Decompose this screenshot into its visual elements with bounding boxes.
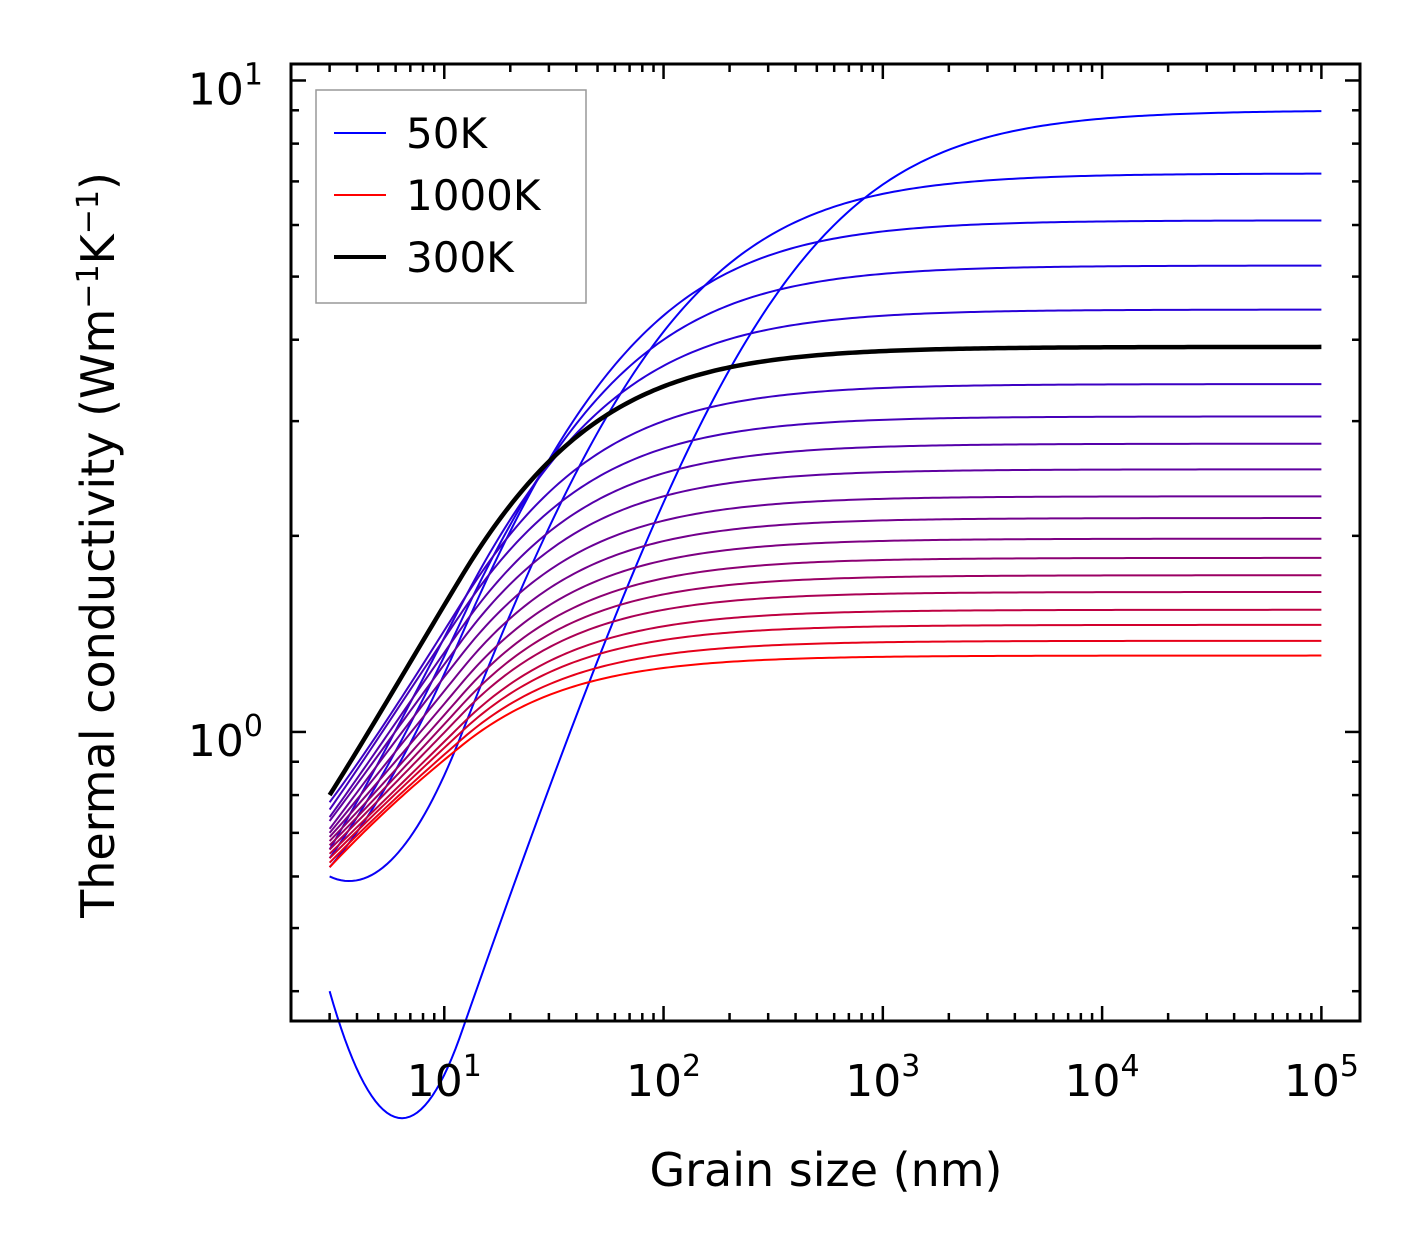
y-axis-label-mid: K: [71, 232, 125, 264]
series-line-400K: [328, 415, 1322, 811]
x-tick-label: 102: [626, 1049, 701, 1107]
series-line-300K: [327, 344, 1322, 797]
series-line-950K: [328, 639, 1322, 864]
series-line-550K: [328, 495, 1322, 830]
series-line-500K: [328, 468, 1322, 822]
legend-entries: 50K 1000K 300K: [334, 109, 542, 282]
legend-label-50K: 50K: [406, 109, 488, 158]
legend-box: [315, 89, 587, 304]
series-line-1000K: [328, 654, 1322, 868]
y-tick-label: 101: [188, 57, 263, 115]
x-tick-labels: 101 102 103 104 105: [407, 1049, 1359, 1107]
series-line-900K: [328, 623, 1322, 859]
series-line-100K: [329, 172, 1322, 883]
y-tick-labels: 100 101: [188, 57, 263, 766]
series-line-250K: [328, 308, 1322, 851]
series-line-750K: [328, 574, 1322, 846]
y-axis-label: Thermal conductivity (Wm−1K−1): [71, 172, 125, 919]
series-line-50K: [328, 110, 1322, 1120]
series-line-350K: [328, 383, 1322, 803]
x-tick-label: 104: [1065, 1049, 1140, 1107]
y-axis-label-sup1: −1: [71, 264, 106, 308]
series-line-800K: [328, 591, 1322, 851]
series-line-450K: [328, 442, 1322, 818]
series-line-600K: [328, 517, 1322, 834]
series-line-650K: [328, 537, 1322, 838]
legend-label-300K: 300K: [406, 233, 515, 282]
x-tick-label: 105: [1284, 1049, 1359, 1107]
y-axis-label-close: ): [71, 172, 125, 190]
y-axis-label-sup2: −1: [71, 190, 106, 234]
x-axis-label: Grain size (nm): [650, 1143, 1003, 1197]
plot-frame: [289, 62, 1362, 1023]
x-tick-label: 101: [407, 1049, 482, 1107]
series-line-850K: [328, 608, 1322, 855]
x-tick-label: 103: [845, 1049, 920, 1107]
series-line-150K: [328, 219, 1322, 868]
legend: 50K 1000K 300K: [315, 89, 587, 304]
y-axis-label-main: Thermal conductivity (Wm: [71, 309, 125, 919]
series-layer: [327, 110, 1322, 1120]
legend-label-1000K: 1000K: [406, 171, 542, 220]
series-line-700K: [328, 556, 1322, 842]
y-tick-label: 100: [188, 709, 263, 767]
